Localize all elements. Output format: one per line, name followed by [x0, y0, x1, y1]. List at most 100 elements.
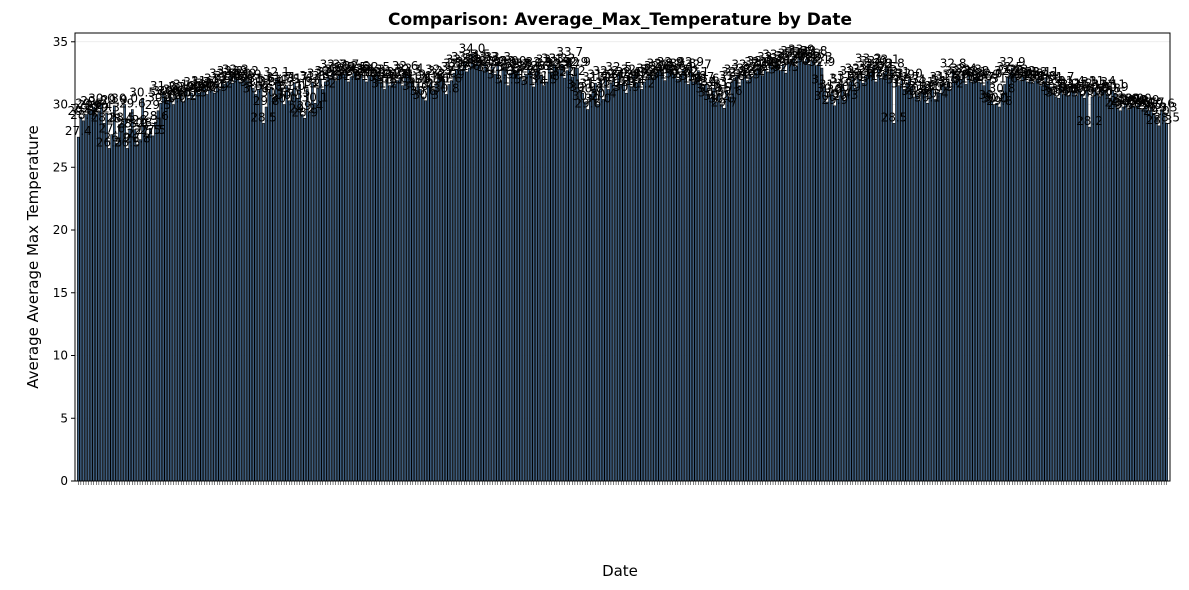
- y-axis-label: Average Average Max Temperature: [24, 125, 42, 389]
- bar: [367, 75, 371, 482]
- bar: [591, 89, 595, 482]
- bar-value-label: 32.2: [592, 64, 619, 78]
- bar: [251, 87, 255, 482]
- bar: [370, 75, 373, 482]
- bar: [779, 70, 783, 482]
- bar: [756, 67, 759, 482]
- bar: [931, 87, 934, 482]
- bar: [496, 62, 500, 482]
- bar: [838, 95, 842, 482]
- bar-value-label: 30.3: [412, 88, 439, 102]
- bar-value-label: 29.2: [289, 102, 316, 116]
- bar-value-label: 28.5: [881, 110, 908, 124]
- bar-value-label: 29.5: [1107, 98, 1134, 112]
- bar: [280, 87, 283, 482]
- bar: [730, 81, 734, 482]
- bar: [1052, 92, 1055, 482]
- bar-value-label: 31.9: [487, 68, 514, 82]
- bar-value-label: 29.6: [1115, 97, 1142, 111]
- bar-value-label: 30.5: [129, 85, 156, 99]
- bar-value-label: 32.1: [366, 65, 393, 79]
- bar: [501, 67, 505, 482]
- bar: [197, 92, 201, 482]
- bar-value-label: 32.6: [857, 59, 884, 73]
- bar-value-label: 31.3: [700, 75, 727, 89]
- bar: [1113, 92, 1117, 482]
- bar: [419, 89, 422, 482]
- bar: [699, 82, 703, 482]
- bar-value-label: 32.8: [515, 56, 542, 70]
- bar-value-label: 31.8: [631, 69, 658, 83]
- y-tick-label: 20: [53, 223, 68, 237]
- bar-value-label: 32.2: [839, 64, 866, 78]
- bar: [470, 54, 474, 482]
- bar-value-label: 31.3: [240, 75, 267, 89]
- bar-value-label: 31.8: [1030, 69, 1057, 83]
- bar: [172, 104, 175, 482]
- bar-value-label: 30.0: [708, 92, 735, 106]
- bar-value-label: 30.1: [147, 90, 174, 104]
- bar-value-label: 32.7: [320, 58, 347, 72]
- bar-value-label: 31.0: [255, 79, 282, 93]
- bar-value-label: 31.7: [893, 70, 920, 84]
- bar: [1008, 72, 1012, 482]
- bar: [76, 136, 80, 482]
- bar-value-label: 31.6: [405, 71, 432, 85]
- bar: [383, 89, 386, 482]
- bar: [226, 81, 229, 482]
- bar: [437, 75, 440, 482]
- bar: [185, 90, 188, 482]
- bar-value-label: 30.9: [178, 80, 205, 94]
- bar: [720, 104, 723, 482]
- bar-value-label: 32.0: [948, 66, 975, 80]
- bar-value-label: 29.7: [1130, 95, 1157, 109]
- bar-value-label: 29.8: [80, 94, 107, 108]
- bar: [1077, 89, 1081, 482]
- bar: [1101, 86, 1104, 482]
- bar: [789, 59, 793, 482]
- bar-value-label: 31.7: [266, 70, 293, 84]
- bar-value-label: 32.7: [731, 58, 758, 72]
- bar-value-label: 31.6: [248, 71, 275, 85]
- bar-value-label: 32.2: [1009, 64, 1036, 78]
- bar: [269, 86, 273, 482]
- bar: [913, 96, 916, 482]
- bar: [998, 106, 1001, 482]
- bar-value-label: 30.0: [1117, 92, 1144, 106]
- bar: [210, 90, 214, 482]
- bar: [1085, 90, 1089, 482]
- bar-value-label: 31.2: [294, 76, 321, 90]
- bar: [941, 82, 945, 482]
- bar-value-label: 32.9: [489, 55, 516, 69]
- bar-value-label: 32.0: [224, 66, 251, 80]
- bar: [560, 64, 564, 482]
- bar: [323, 81, 327, 482]
- bar: [241, 79, 245, 482]
- bar-value-label: 31.1: [1099, 78, 1126, 92]
- bar: [511, 66, 515, 482]
- bar-value-label: 31.8: [312, 69, 339, 83]
- bar: [722, 107, 726, 482]
- bar: [900, 80, 904, 482]
- bar-value-label: 28.5: [109, 110, 136, 124]
- bar: [1111, 90, 1115, 482]
- bar-value-label: 31.3: [1081, 75, 1108, 89]
- bar: [1072, 90, 1076, 482]
- bar: [480, 70, 484, 482]
- bar-value-label: 30.9: [927, 80, 954, 94]
- bar: [254, 94, 258, 482]
- bar-value-label: 31.4: [690, 74, 717, 88]
- bar-value-label: 32.0: [230, 66, 257, 80]
- bar-value-label: 31.7: [281, 70, 308, 84]
- bar: [87, 109, 90, 482]
- bar: [630, 86, 633, 482]
- bar-value-label: 32.0: [307, 66, 334, 80]
- bar: [1059, 82, 1063, 482]
- bar-value-label: 33.0: [783, 54, 810, 68]
- bar-value-label: 31.0: [924, 79, 951, 93]
- bar: [738, 85, 741, 482]
- bar-value-label: 32.9: [474, 55, 501, 69]
- bar: [635, 82, 638, 482]
- bar: [1142, 107, 1145, 482]
- bar-value-label: 33.3: [484, 50, 511, 64]
